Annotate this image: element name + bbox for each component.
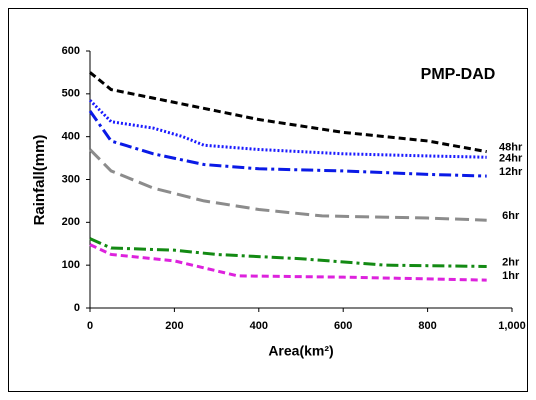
chart-border (8, 8, 528, 392)
series-line (89, 71, 487, 154)
series-label: 24hr (499, 153, 523, 165)
series-label: 12hr (499, 166, 523, 178)
series-line (89, 243, 487, 282)
x-tick-label: 0 (87, 320, 93, 332)
series-label: 1hr (502, 270, 520, 282)
series-label: 48hr (499, 142, 523, 154)
y-tick-label: 200 (62, 216, 80, 228)
series-line (89, 237, 487, 268)
series-line (88, 99, 487, 159)
y-tick-label: 600 (62, 45, 80, 57)
y-tick-label: 0 (74, 302, 80, 314)
y-tick-label: 400 (62, 131, 80, 143)
y-tick-label: 500 (62, 88, 80, 100)
y-axis-label: Rainfall(mm) (31, 135, 48, 226)
series-label: 2hr (502, 256, 520, 268)
x-tick-label: 800 (418, 320, 436, 332)
series-label: 6hr (502, 210, 520, 222)
y-tick-label: 300 (62, 173, 80, 185)
x-axis-label: Area(km²) (268, 343, 333, 359)
x-tick-label: 200 (165, 320, 183, 332)
x-tick-label: 600 (334, 320, 352, 332)
x-tick-label: 1,000 (498, 320, 526, 332)
y-tick-label: 100 (62, 259, 80, 271)
x-tick-label: 400 (250, 320, 268, 332)
chart-title: PMP-DAD (421, 66, 496, 83)
